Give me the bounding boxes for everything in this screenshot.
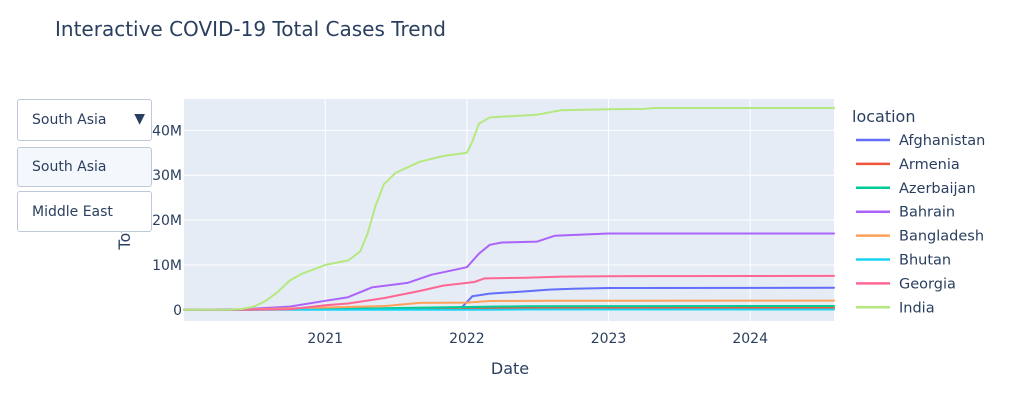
legend-title: location (852, 107, 915, 126)
x-tick-label: 2023 (591, 331, 627, 347)
y-tick-label: 20M (152, 213, 182, 229)
dropdown-arrow-icon: ▼ (134, 111, 145, 128)
dropdown-selected-label: South Asia (32, 112, 107, 128)
series-line-georgia[interactable] (183, 274, 835, 311)
legend-item-armenia[interactable]: Armenia (856, 157, 960, 173)
chart-title: Interactive COVID-19 Total Cases Trend (55, 17, 446, 41)
legend-label: Georgia (899, 276, 956, 292)
dropdown-option-south-asia[interactable]: South Asia (17, 147, 152, 187)
legend-item-bahrain[interactable]: Bahrain (856, 205, 955, 221)
legend-item-india[interactable]: India (856, 300, 935, 316)
x-axis-title: Date (491, 359, 529, 378)
legend-label: Afghanistan (899, 133, 985, 149)
legend-label: Azerbaijan (899, 181, 976, 197)
legend-label: Bahrain (899, 205, 955, 221)
legend-label: Armenia (899, 157, 960, 173)
legend-label: Bhutan (899, 253, 951, 269)
plot-area[interactable] (184, 99, 834, 321)
legend-item-bangladesh[interactable]: Bangladesh (856, 229, 984, 245)
x-tick-label: 2022 (449, 331, 485, 347)
series-line-bahrain[interactable] (183, 232, 835, 311)
legend-item-bhutan[interactable]: Bhutan (856, 253, 951, 269)
y-tick-label: 0 (173, 303, 182, 319)
region-dropdown[interactable]: South Asia ▼ (17, 99, 152, 141)
legend-label: Bangladesh (899, 229, 984, 245)
y-axis-title: Tot (115, 226, 134, 250)
dropdown-option-label: South Asia (32, 159, 107, 175)
dropdown-option-middle-east[interactable]: Middle East (17, 191, 152, 232)
dropdown-option-label: Middle East (32, 203, 113, 220)
x-tick-label: 2024 (732, 331, 768, 347)
y-tick-label: 30M (152, 168, 182, 184)
legend-item-afghanistan[interactable]: Afghanistan (856, 133, 985, 149)
legend-item-georgia[interactable]: Georgia (856, 276, 956, 292)
y-tick-label: 10M (152, 258, 182, 274)
x-tick-label: 2021 (307, 331, 343, 347)
legend-label: India (899, 300, 935, 316)
series-line-india[interactable] (183, 107, 835, 311)
legend-item-azerbaijan[interactable]: Azerbaijan (856, 181, 976, 197)
y-tick-label: 40M (152, 123, 182, 139)
